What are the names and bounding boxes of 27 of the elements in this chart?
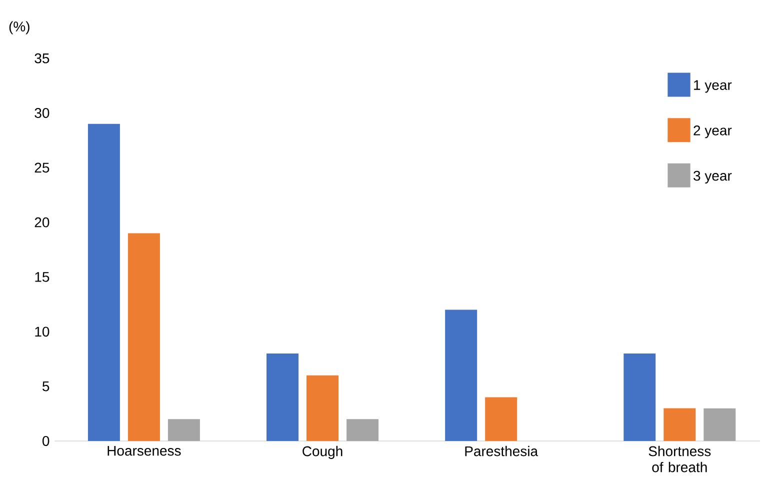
bar <box>306 375 339 441</box>
x-tick-label: Hoarseness <box>108 446 181 456</box>
legend-label: 2 year <box>694 125 732 138</box>
bar <box>168 419 200 441</box>
bar <box>346 419 379 441</box>
y-tick-label: 25 <box>34 162 50 173</box>
y-tick-label: 10 <box>35 326 50 337</box>
y-tick-label: 5 <box>42 381 50 392</box>
bar <box>704 408 736 441</box>
y-tick-label: 0 <box>42 436 50 446</box>
y-tick-label: 35 <box>34 53 50 64</box>
y-axis-title: (%) <box>9 21 30 34</box>
legend-label: 1 year <box>694 80 732 93</box>
y-tick-label: 30 <box>34 108 50 118</box>
x-tick-label: Shortness of breath <box>648 446 711 472</box>
bar <box>664 408 696 441</box>
bar <box>485 397 518 441</box>
bar <box>624 354 656 441</box>
y-tick-label: 15 <box>35 272 50 282</box>
legend-label: 3 year <box>694 170 732 184</box>
bar <box>445 310 478 441</box>
bar <box>128 233 160 441</box>
y-tick-label: 20 <box>34 217 50 228</box>
bar <box>266 354 299 441</box>
x-tick-label: Paresthesia <box>465 446 538 456</box>
bar <box>88 124 120 441</box>
x-tick-label: Cough <box>302 446 342 459</box>
